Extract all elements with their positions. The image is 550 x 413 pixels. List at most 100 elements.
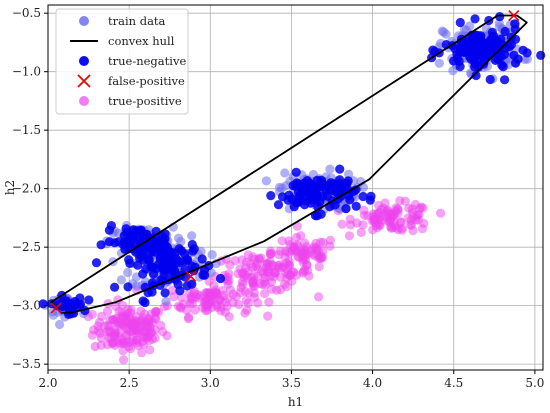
true-negative-point: [75, 301, 85, 311]
true-positive-point: [120, 312, 130, 322]
true-negative-point: [322, 181, 332, 191]
true-positive-point: [243, 298, 253, 308]
true-negative-point: [182, 281, 192, 291]
true-negative-point: [506, 40, 516, 50]
true-negative-point: [470, 62, 480, 72]
true-negative-point: [215, 273, 226, 284]
true-positive-point: [292, 232, 302, 243]
true-negative-point: [140, 297, 150, 308]
train-data-point: [448, 66, 458, 76]
true-positive-point: [126, 344, 136, 354]
true-positive-point: [314, 262, 324, 272]
true-positive-point: [151, 307, 161, 317]
x-tick-label: 3.0: [201, 376, 220, 390]
true-negative-point: [341, 204, 351, 214]
x-tick-label: 2.0: [38, 376, 57, 390]
true-negative-point: [273, 200, 284, 210]
plot-frame: [47, 4, 544, 371]
true-negative-point: [187, 239, 197, 250]
true-negative-point: [160, 288, 170, 298]
true-negative-point: [500, 26, 510, 37]
true-positive-point: [234, 300, 244, 310]
true-negative-point: [52, 301, 62, 311]
true-negative-point: [455, 17, 465, 28]
train-data-point: [116, 275, 126, 285]
true-negative-point: [342, 178, 352, 188]
legend-marker-false-positive: [77, 74, 91, 88]
true-negative-point: [110, 238, 120, 248]
true-positive-point: [143, 331, 153, 341]
convex-hull: [50, 14, 528, 314]
train-data-point: [325, 164, 335, 174]
true-positive-point: [313, 250, 323, 260]
true-positive-point: [119, 355, 129, 365]
true-positive-point: [249, 254, 259, 264]
true-negative-point: [345, 195, 355, 205]
x-tick-label: 5.0: [525, 376, 544, 390]
true-positive-point: [436, 208, 446, 218]
true-positive-point: [185, 298, 195, 308]
true-positive-point: [289, 267, 299, 277]
true-positive-point: [384, 216, 394, 227]
true-negative-point: [91, 258, 102, 268]
true-positive-point: [237, 255, 247, 265]
true-positive-point: [262, 258, 273, 268]
true-negative-point: [64, 299, 75, 309]
train-data-point: [261, 176, 271, 186]
true-negative-point: [284, 190, 294, 200]
true-negative-point: [470, 14, 480, 24]
y-tick-label: −3.5: [12, 357, 41, 371]
true-positive-point: [264, 297, 274, 307]
true-negative-point: [471, 70, 481, 81]
true-negative-point: [347, 187, 357, 197]
true-negative-point: [153, 235, 163, 245]
true-negative-point: [452, 49, 462, 59]
true-positive-point: [201, 288, 211, 298]
false-positive-marker: [508, 9, 520, 22]
true-negative-point: [500, 75, 510, 85]
true-positive-point: [111, 301, 121, 311]
true-positive-point: [211, 300, 221, 310]
train-data-point: [187, 231, 197, 241]
y-tick-label: −0.5: [12, 6, 41, 20]
true-negative-point: [295, 190, 305, 200]
true-negative-point: [495, 12, 505, 22]
true-positive-point: [277, 263, 287, 273]
true-negative-point: [478, 59, 489, 69]
true-negative-point: [312, 211, 322, 221]
train-data-point: [161, 296, 171, 306]
true-positive-point: [201, 302, 211, 312]
true-positive-point: [344, 231, 355, 241]
true-positive-point: [99, 321, 110, 331]
true-positive-point: [145, 322, 155, 332]
true-positive-point: [190, 305, 200, 315]
true-positive-point: [97, 311, 107, 321]
x-tick-label: 2.5: [120, 376, 139, 390]
true-positive-point: [325, 241, 335, 251]
true-positive-point: [377, 216, 387, 226]
false-positive-stroke: [50, 302, 62, 314]
true-negative-point: [180, 256, 190, 266]
true-positive-point: [114, 319, 124, 329]
legend-label: false-positive: [108, 74, 185, 88]
true-positive-point: [260, 288, 270, 299]
true-negative-point: [123, 282, 133, 292]
x-tick-label: 4.5: [444, 376, 463, 390]
true-negative-point: [138, 233, 148, 243]
y-tick-label: −1.0: [12, 65, 41, 79]
true-positive-point: [96, 333, 106, 343]
true-positive-point: [235, 288, 245, 298]
true-negative-point: [469, 51, 479, 61]
true-positive-point: [294, 251, 304, 262]
true-positive-point: [145, 345, 155, 355]
true-negative-point: [335, 164, 345, 174]
true-positive-point: [108, 338, 118, 348]
y-tick-label: −2.0: [12, 182, 41, 196]
true-negative-point: [330, 200, 340, 210]
train-data-point: [274, 182, 285, 192]
true-negative-point: [144, 255, 154, 266]
true-negative-point: [110, 282, 120, 292]
true-positive-point: [307, 244, 317, 254]
true-positive-point: [210, 285, 221, 295]
false-positive-marker: [50, 302, 62, 314]
